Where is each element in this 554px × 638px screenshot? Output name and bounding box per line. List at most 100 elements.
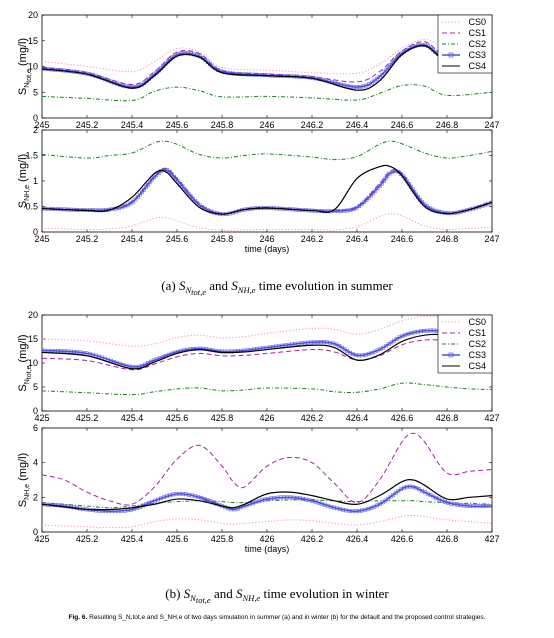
series-marker-cs3: [152, 175, 156, 180]
series-marker-cs3: [139, 190, 144, 195]
x-tick-label: 425.8: [211, 413, 234, 423]
y-tick-label: 4: [33, 458, 38, 468]
series-line-cs0: [42, 38, 492, 75]
series-line-cs4: [42, 479, 492, 511]
y-tick-label: 0: [33, 406, 38, 416]
x-tick-label: 426: [259, 534, 274, 544]
series-marker-cs3: [372, 78, 377, 83]
series-marker-cs3: [388, 494, 393, 499]
series-marker-cs3: [180, 184, 185, 189]
x-tick-label: 246: [259, 120, 274, 130]
x-tick-label: 425.8: [211, 534, 234, 544]
series-group: [42, 432, 492, 529]
x-tick-label: 247: [484, 120, 499, 130]
x-tick-label: 426.2: [301, 534, 324, 544]
y-tick-label: 10: [28, 62, 38, 72]
series-marker-cs3: [362, 200, 366, 204]
y-axis-label: SNH,e (mg/l): [17, 453, 31, 507]
legend-marker-cs3: [448, 52, 454, 58]
x-tick-label: 426.8: [436, 534, 459, 544]
y-axis-label-symbol: S: [17, 201, 29, 208]
y-axis-label-unit: (mg/l): [17, 453, 29, 484]
series-marker-cs3: [351, 207, 356, 211]
series-line-cs0: [42, 315, 492, 347]
x-tick-label: 245: [34, 234, 49, 244]
series-group: [42, 38, 492, 102]
x-tick-label: 246.2: [301, 234, 324, 244]
x-tick-label: 425: [34, 413, 49, 423]
series-group: [42, 140, 492, 231]
x-tick-label: 245.2: [76, 234, 99, 244]
series-marker-cs3: [182, 186, 187, 191]
series-marker-cs3: [364, 83, 369, 88]
x-tick-label: 426.4: [346, 534, 369, 544]
series-marker-cs3: [133, 197, 138, 202]
series-marker-cs3: [128, 201, 133, 206]
series-group: [42, 315, 492, 396]
series-marker-cs3: [372, 349, 377, 354]
x-tick-label: 246.8: [436, 234, 459, 244]
legend-label-cs3: CS3: [468, 350, 486, 360]
y-tick-label: 2: [33, 125, 38, 135]
series-marker-cs3: [373, 188, 378, 193]
x-tick-label: 426.2: [301, 413, 324, 423]
x-tick-label: 425.4: [121, 534, 144, 544]
legend-label-cs4: CS4: [468, 61, 486, 71]
series-line-cs3: [42, 485, 492, 513]
x-tick-label: 246.4: [346, 234, 369, 244]
chart-panel-3: 425 425.2 425.4 425.6 425.8 426 426.2 426.4 426.…: [17, 310, 500, 423]
x-tick-label: 246.4: [346, 120, 369, 130]
x-tick-label: 425.6: [166, 534, 189, 544]
x-tick-label: 427: [484, 413, 499, 423]
y-axis-label-sub: NH,e: [24, 484, 31, 500]
series-marker-cs3: [178, 182, 183, 186]
series-marker-cs3: [357, 204, 362, 209]
legend-box: [437, 314, 493, 374]
legend-label-cs2: CS2: [468, 339, 486, 349]
x-tick-label: 425.6: [166, 413, 189, 423]
y-tick-label: 1: [33, 176, 38, 186]
series-line-cs4: [42, 45, 492, 91]
x-tick-label: 427: [484, 534, 499, 544]
y-axis-label-unit: (mg/l): [17, 154, 29, 185]
x-tick-label: 426: [259, 413, 274, 423]
series-marker-cs3: [383, 176, 388, 181]
series-marker-cs3: [137, 192, 142, 197]
legend-label-cs0: CS0: [468, 17, 486, 27]
series-marker-cs3: [369, 193, 373, 198]
series-marker-cs3: [364, 198, 369, 202]
y-axis-label-unit: (mg/l): [17, 38, 29, 69]
series-marker-cs3: [135, 195, 140, 200]
y-axis-label: SNtot,e (mg/l): [17, 334, 33, 391]
x-tick-label: 246: [259, 234, 274, 244]
series-marker-cs3: [170, 172, 174, 177]
y-tick-label: 5: [33, 87, 38, 97]
series-line-cs4: [42, 164, 492, 215]
series-marker-cs3: [386, 65, 391, 70]
x-tick-label: 426.6: [391, 534, 414, 544]
series-marker-cs3: [383, 498, 388, 503]
series-marker-cs3: [487, 504, 492, 508]
legend-marker-cs3: [448, 352, 454, 358]
y-axis-label: SNH,e (mg/l): [17, 154, 31, 208]
series-marker-cs3: [437, 497, 441, 502]
x-tick-label: 426.4: [346, 413, 369, 423]
series-marker-cs3: [167, 170, 172, 174]
x-axis-label: time (days): [245, 544, 290, 554]
series-line-cs2: [42, 499, 492, 509]
series-marker-cs3: [391, 492, 396, 497]
x-tick-label: 425.2: [76, 534, 99, 544]
series-line-cs0: [42, 515, 492, 529]
series-line-cs1: [42, 432, 492, 506]
series-marker-cs3: [143, 185, 148, 190]
series-marker-cs3: [366, 195, 371, 200]
y-tick-label: 15: [28, 334, 38, 344]
legend-label-cs1: CS1: [468, 28, 486, 38]
caption-b: (b) SNtot,e and SNH,e time evolution in …: [165, 586, 389, 605]
series-line-cs3: [42, 329, 492, 368]
series-marker-cs3: [149, 177, 154, 182]
y-tick-label: 5: [33, 382, 38, 392]
legend-label-cs2: CS2: [468, 39, 486, 49]
legend-label-cs3: CS3: [468, 50, 486, 60]
